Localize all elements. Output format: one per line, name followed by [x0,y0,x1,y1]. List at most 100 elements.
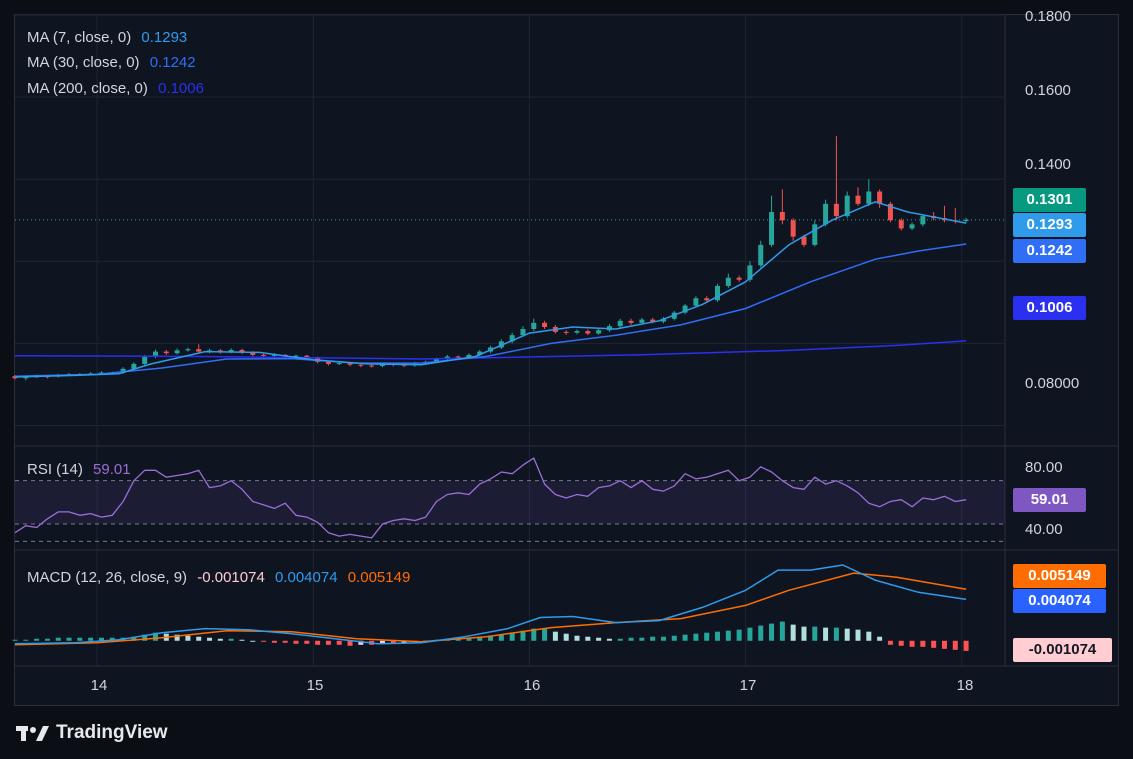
macd-histogram-bar [34,638,40,641]
macd-histogram-bar [217,638,223,641]
macd-histogram-bar [250,640,256,642]
macd-histogram-bar [66,637,72,641]
candle-body [715,285,721,301]
macd-histogram-bar [823,627,829,641]
macd-histogram-bar [390,640,396,644]
macd-histogram-bar [488,635,494,641]
price-tick-label: 0.1800 [1025,8,1071,25]
price-tick-label: 0.1400 [1025,156,1071,173]
ma30-line [14,243,967,377]
candle-body [163,351,169,354]
candle-body [293,355,299,357]
candle-body [877,191,883,204]
candle-body [542,322,548,327]
candle-body [336,363,342,365]
candle-body [455,356,461,358]
last-price-badge: 0.1301 [1013,188,1086,212]
candle-body [898,220,904,229]
candle-body [185,349,191,351]
candle-body [444,356,450,359]
legend-macd-line-value: 0.004074 [274,569,338,586]
candle-body [466,354,472,358]
macd-histogram-bar [542,628,548,641]
legend-macd-label: MACD (12, 26, close, 9) [27,569,188,586]
macd-histogram-bar [887,640,893,645]
macd-histogram-bar [931,640,937,648]
candle-body [12,376,18,379]
candle-body [520,329,526,336]
candle-body [682,305,688,313]
legend-rsi-value: 59.01 [93,461,131,478]
macd-signal-line [14,572,967,646]
candle-body [747,265,753,280]
rsi-line [14,457,967,539]
candle-body [563,331,569,333]
macd-histogram-bar [196,636,202,641]
macd-histogram-bar [109,637,115,641]
macd-histogram-bar [833,627,839,641]
macd-histogram-bar [941,640,947,649]
price-pane [12,136,1005,381]
candle-body [574,331,580,333]
macd-histogram-bar [725,630,731,641]
macd-histogram-bar [498,634,504,641]
candle-body [628,320,634,323]
candle-body [855,195,861,204]
grid-lines [15,14,1118,667]
macd-histogram-bar [336,640,342,645]
x-tick-label: 16 [523,677,541,694]
macd-histogram-bar [898,640,904,646]
legend-rsi[interactable]: RSI (14) 59.01 [27,461,131,478]
candle-body [261,354,267,356]
macd-histogram-bar [693,633,699,641]
candle-body [779,212,785,221]
macd-histogram-bar [877,636,883,641]
macd-histogram-bar [293,640,299,644]
macd-histogram-bar [866,631,872,641]
macd-histogram-bar [920,640,926,647]
x-tick-label: 17 [739,677,757,694]
candle-body [142,356,148,364]
candle-body [325,361,331,364]
macd-histogram-bar [952,640,958,650]
ma200-line [14,340,967,360]
macd-histogram-bar [671,635,677,641]
candle-body [812,224,818,245]
macd-histogram-bar [585,636,591,641]
macd-histogram-bar [563,633,569,641]
candle-body [585,331,591,334]
macd-histogram-bar [844,628,850,641]
macd-histogram-bar [153,632,159,641]
legend-macd[interactable]: MACD (12, 26, close, 9) -0.001074 0.0040… [27,569,410,586]
candle-body [174,350,180,354]
macd-histogram-bar [747,627,753,641]
macd-histogram-bar [855,629,861,641]
macd-histogram-bar [520,630,526,641]
legend-ma7[interactable]: MA (7, close, 0) 0.1293 [27,29,187,46]
macd-histogram-bar [531,628,537,641]
legend-ma30-value: 0.1242 [149,54,196,71]
macd-histogram-bar [628,637,634,641]
candle-body [250,352,256,355]
macd-histogram-bar [304,640,310,644]
macd-histogram-bar [207,637,213,641]
price-tick-label: 0.08000 [1025,375,1080,392]
macd-histogram-bar [779,621,785,641]
macd-histogram-bar [909,640,915,647]
ma200-price-badge: 0.1006 [1013,296,1086,320]
macd-line [14,564,967,645]
candle-body [239,349,245,353]
rsi-tick-label: 40.00 [1025,521,1063,538]
candle-body [98,372,104,374]
candle-body [963,219,969,222]
legend-ma200[interactable]: MA (200, close, 0) 0.1006 [27,80,204,97]
tradingview-logo[interactable]: TradingView [16,722,168,744]
candle-body [617,320,623,327]
macd-histogram-bar [801,626,807,641]
candle-body [758,244,764,266]
legend-ma30[interactable]: MA (30, close, 0) 0.1242 [27,54,196,71]
macd-histogram-bar [812,626,818,641]
candle-body [736,277,742,280]
candle-body [693,298,699,306]
